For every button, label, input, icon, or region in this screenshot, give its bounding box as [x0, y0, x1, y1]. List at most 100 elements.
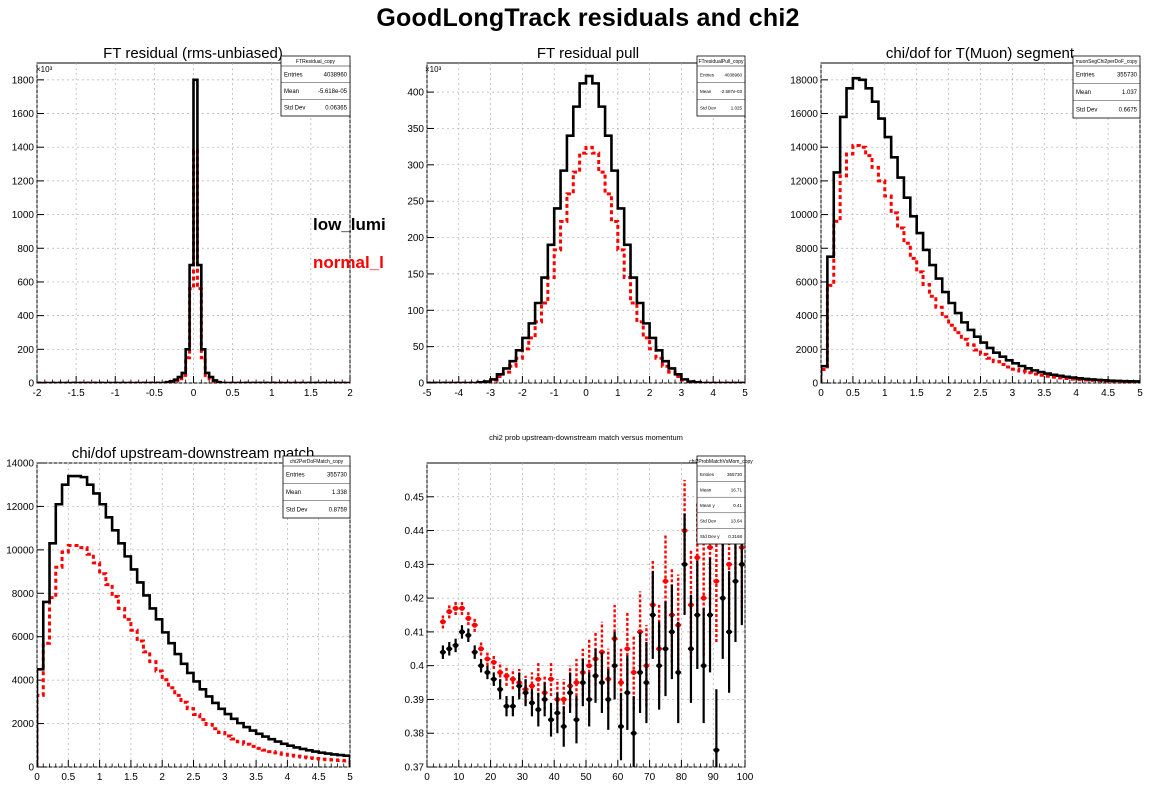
- gridlines: [820, 63, 1141, 384]
- stats-value: 0.06365: [325, 106, 347, 112]
- stats-box: chi2ProbMatchVsMom_copy Entries 355730 Mean…: [689, 455, 753, 545]
- y-tick-label: 4000: [796, 311, 819, 322]
- data-point: [707, 612, 713, 618]
- series-group: [439, 463, 745, 767]
- histogram-series-normal_l: [821, 144, 1140, 383]
- x-tick-label: 3: [222, 772, 228, 783]
- x-tick-label: 0: [583, 388, 589, 399]
- histogram-series-normal_l: [37, 544, 350, 767]
- x-tick-label: 0.5: [226, 388, 240, 399]
- stats-value: 0.8759: [329, 507, 348, 513]
- x-tick-label: -2: [518, 388, 527, 399]
- data-point: [567, 690, 573, 696]
- y-tick-label: 350: [407, 124, 424, 135]
- stats-label: Mean: [284, 89, 299, 95]
- stats-value: 1.037: [1122, 90, 1138, 96]
- data-point: [440, 619, 446, 625]
- axis-exponent: ×10³: [425, 65, 442, 74]
- x-tick-label: 0.5: [846, 388, 860, 399]
- stats-box-title: muonSegChi2perDoF_copy: [1076, 59, 1138, 65]
- data-point: [472, 622, 478, 628]
- x-tick-label: 2: [647, 388, 653, 399]
- x-tick-label: 1.5: [304, 388, 318, 399]
- data-point: [465, 615, 471, 621]
- stats-label: Mean y: [700, 503, 716, 508]
- stats-label: Std Dev: [286, 507, 307, 513]
- x-tick-label: 4: [710, 388, 716, 399]
- chart-title: chi2 prob upstream-downstream match vers…: [489, 433, 683, 442]
- axis-exponent: ×10³: [36, 65, 53, 74]
- chart-title: FT residual pull: [537, 45, 639, 62]
- chart-title: chi/dof upstream-downstream match: [72, 445, 315, 462]
- data-point: [713, 747, 719, 753]
- x-tick-label: 1.5: [910, 388, 924, 399]
- x-tick-label: 4.5: [1101, 388, 1115, 399]
- y-tick-label: 0.43: [405, 560, 425, 571]
- data-point: [459, 605, 465, 611]
- stats-label: Std Dev: [1076, 107, 1097, 113]
- y-tick-label: 8000: [796, 244, 819, 255]
- data-point: [631, 730, 637, 736]
- data-point: [484, 656, 491, 662]
- x-tick-label: 4: [285, 772, 291, 783]
- y-tick-label: 800: [17, 244, 34, 255]
- stats-label: Entries: [1076, 73, 1095, 79]
- scatter-series-low_lumi: [439, 503, 745, 767]
- data-point: [497, 686, 503, 692]
- stats-label: Entries: [286, 473, 305, 479]
- stats-value: -2.587e-03: [720, 89, 742, 94]
- y-tick-label: 1000: [12, 210, 35, 221]
- y-tick-label: 12000: [6, 502, 34, 513]
- y-tick-label: 0: [28, 763, 34, 774]
- data-point: [637, 669, 643, 676]
- stats-label: Entries: [700, 472, 715, 477]
- y-tick-label: 400: [407, 88, 424, 99]
- chart-panel-p2: FT residual pull-5 -4 -3 -2 -1 0 1 2 3 4 505010015…: [407, 45, 748, 399]
- y-tick-label: 18000: [790, 75, 818, 86]
- stats-label: Std Dev: [700, 519, 717, 524]
- data-point: [491, 659, 497, 665]
- data-point: [446, 646, 452, 652]
- data-point: [713, 578, 719, 584]
- y-tick-label: 1800: [12, 75, 35, 86]
- data-point: [453, 605, 459, 611]
- data-point: [440, 649, 446, 655]
- y-tick-label: 0.41: [405, 627, 425, 638]
- x-tick-label: 3.5: [249, 772, 263, 783]
- y-tick-label: 600: [17, 277, 34, 288]
- y-tick-label: 6000: [12, 632, 35, 643]
- data-point: [573, 679, 580, 686]
- x-tick-label: 0: [424, 772, 430, 783]
- data-point: [720, 595, 726, 601]
- x-tick-label: 1: [615, 388, 621, 399]
- data-point: [643, 679, 650, 686]
- x-tick-label: 5: [742, 388, 748, 399]
- y-tick-label: 250: [407, 197, 424, 208]
- chart-title: chi/dof for T(Muon) segment: [886, 45, 1075, 62]
- y-tick-label: 0.4: [410, 661, 424, 672]
- stats-label: Entries: [700, 72, 715, 77]
- x-tick-label: -1.5: [68, 388, 86, 399]
- y-tick-label: 0.37: [405, 763, 425, 774]
- stats-box: chi2PerDoFMatch_copy Entries 355730 Mean 1.3…: [282, 455, 351, 519]
- x-tick-label: 50: [580, 772, 592, 783]
- stats-label: Std Dev: [700, 106, 717, 111]
- stats-box-frame: [696, 455, 746, 545]
- y-tick-label: 10000: [6, 545, 34, 556]
- stats-value: 13.64: [731, 519, 743, 524]
- x-tick-label: 2: [347, 388, 353, 399]
- data-point: [586, 696, 592, 703]
- data-point: [726, 629, 732, 635]
- data-point: [548, 717, 554, 723]
- data-point: [694, 554, 700, 561]
- x-tick-label: 10: [453, 772, 465, 783]
- data-point: [491, 676, 497, 682]
- y-tick-label: 200: [17, 345, 34, 356]
- x-tick-label: 2: [159, 772, 165, 783]
- y-tick-label: 0.42: [405, 594, 425, 605]
- y-tick-label: 50: [413, 342, 425, 353]
- data-point: [580, 679, 586, 686]
- data-point: [561, 696, 567, 703]
- x-tick-label: -4: [454, 388, 463, 399]
